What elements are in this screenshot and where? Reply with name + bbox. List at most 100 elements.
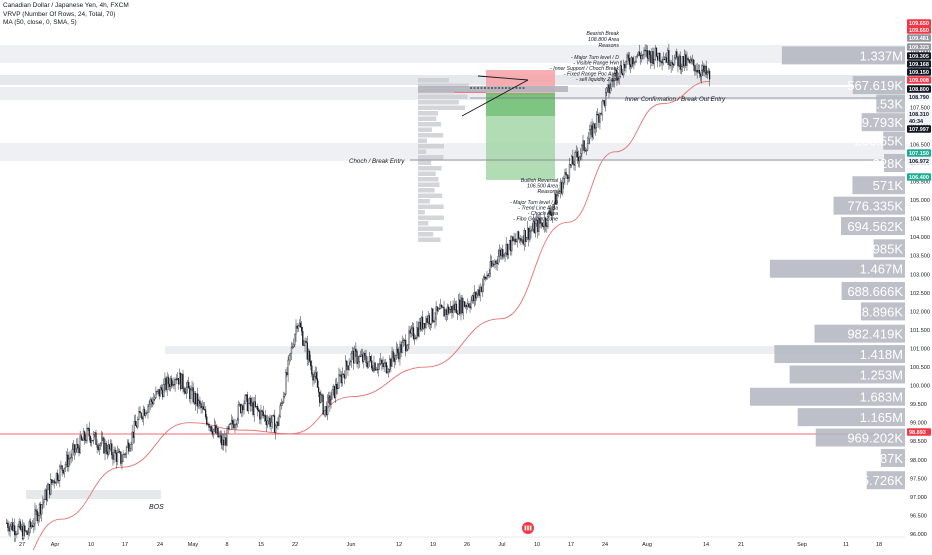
candle-body: [481, 284, 484, 292]
candle-body: [461, 297, 463, 314]
candle-body: [454, 303, 456, 311]
price-tag-label: 107.997: [909, 127, 929, 133]
triangle-pattern[interactable]: [461, 75, 529, 117]
fixed-range-bar: [418, 237, 441, 242]
candle-body: [287, 359, 289, 375]
candle-body: [702, 65, 704, 71]
band-mid: [165, 346, 905, 354]
candle-body: [329, 395, 331, 405]
replay-icon[interactable]: [522, 522, 534, 534]
candle-body: [493, 263, 495, 265]
candle-body: [685, 54, 687, 66]
candle-body: [17, 526, 19, 534]
candle-body: [523, 230, 525, 245]
time-tick-label: 15: [258, 542, 264, 548]
candle-body: [423, 323, 425, 329]
candle-body: [225, 437, 227, 446]
time-tick-label: 17: [568, 542, 574, 548]
candle-body: [263, 415, 265, 417]
ma-indicator-label[interactable]: MA (50, close, 0, SMA, 5): [3, 19, 77, 26]
candle-body: [473, 292, 476, 302]
bullish-reason-1: - Major Turn level / D: [510, 200, 558, 206]
candle-body: [588, 138, 590, 144]
candle-body: [332, 385, 334, 391]
candle-body: [221, 439, 224, 445]
candle-body: [103, 437, 105, 454]
candle-body: [532, 221, 534, 230]
candle-body: [157, 389, 159, 392]
candle-body: [37, 515, 39, 522]
candle-body: [624, 64, 626, 68]
candle-body: [668, 50, 670, 66]
candle-body: [340, 375, 342, 384]
price-tag-label: 109.168: [909, 62, 929, 68]
candle-body: [557, 193, 559, 196]
candle-body: [26, 530, 28, 535]
candle-body: [513, 238, 515, 241]
time-tick-label: 19: [430, 542, 436, 548]
candle-body: [477, 289, 479, 295]
candle-body: [356, 351, 358, 364]
candle-body: [619, 65, 621, 77]
candle-body: [63, 467, 65, 474]
candle-body: [585, 150, 588, 152]
volume-bar: [880, 448, 905, 467]
candle-body: [21, 526, 24, 539]
candle-body: [519, 238, 521, 240]
candle-body: [191, 387, 193, 390]
volume-label: 1.253M: [860, 367, 903, 382]
candle-body: [102, 437, 104, 439]
candle-body: [303, 344, 305, 347]
candle-body: [299, 322, 302, 328]
candle-body: [527, 227, 529, 238]
time-tick-label: 26: [464, 542, 470, 548]
candle-body: [456, 313, 459, 315]
candle-body: [533, 221, 536, 234]
candle-body: [449, 309, 451, 314]
candle-body: [137, 419, 139, 428]
candle-body: [397, 348, 399, 353]
candle-body: [96, 444, 98, 448]
candle-body: [366, 362, 368, 368]
candle-body: [347, 365, 349, 370]
candle-body: [24, 525, 26, 532]
candle-body: [146, 412, 148, 414]
candle-body: [337, 387, 339, 390]
candle-body: [468, 303, 470, 307]
candle-body: [46, 489, 49, 501]
candle-body: [275, 425, 277, 433]
fixed-range-bar: [418, 116, 437, 121]
candle-body: [403, 339, 406, 342]
candle-body: [264, 415, 267, 422]
candle-body: [530, 230, 532, 232]
candle-body: [463, 301, 465, 308]
candle-body: [382, 363, 384, 368]
candle-body: [45, 489, 47, 501]
candle-body: [684, 54, 686, 67]
candle-body: [188, 381, 190, 389]
candle-body: [677, 56, 679, 67]
candle-body: [30, 525, 33, 528]
time-tick-label: 27: [19, 542, 25, 548]
fixed-range-bar: [418, 232, 434, 237]
target-zone[interactable]: [486, 116, 555, 180]
time-axis[interactable]: 27 Apr 10 17 24 May 8 15 22 Jun 12 19 26 Jul 10 17 24 Aug…: [19, 542, 882, 548]
candle-body: [656, 56, 659, 61]
symbol-title[interactable]: Canadian Dollar / Japanese Yen, 4h, FXCM: [3, 2, 129, 9]
candle-body: [630, 57, 633, 67]
candle-body: [452, 304, 454, 313]
candle-body: [237, 404, 239, 421]
time-tick-label: 24: [157, 542, 163, 548]
vrvp-indicator-label[interactable]: VRVP (Number Of Rows, 24, Total, 70): [3, 10, 116, 18]
candle-body: [223, 439, 225, 446]
candle-body: [515, 241, 517, 243]
candle-body: [615, 69, 617, 74]
candle-body: [64, 464, 67, 469]
price-tick-label: 99.000: [910, 421, 927, 427]
entry-zone[interactable]: [486, 93, 555, 116]
fixed-range-bar: [418, 127, 432, 132]
candle-body: [151, 401, 154, 405]
candle-body: [694, 65, 696, 72]
volume-bar: [861, 113, 905, 132]
